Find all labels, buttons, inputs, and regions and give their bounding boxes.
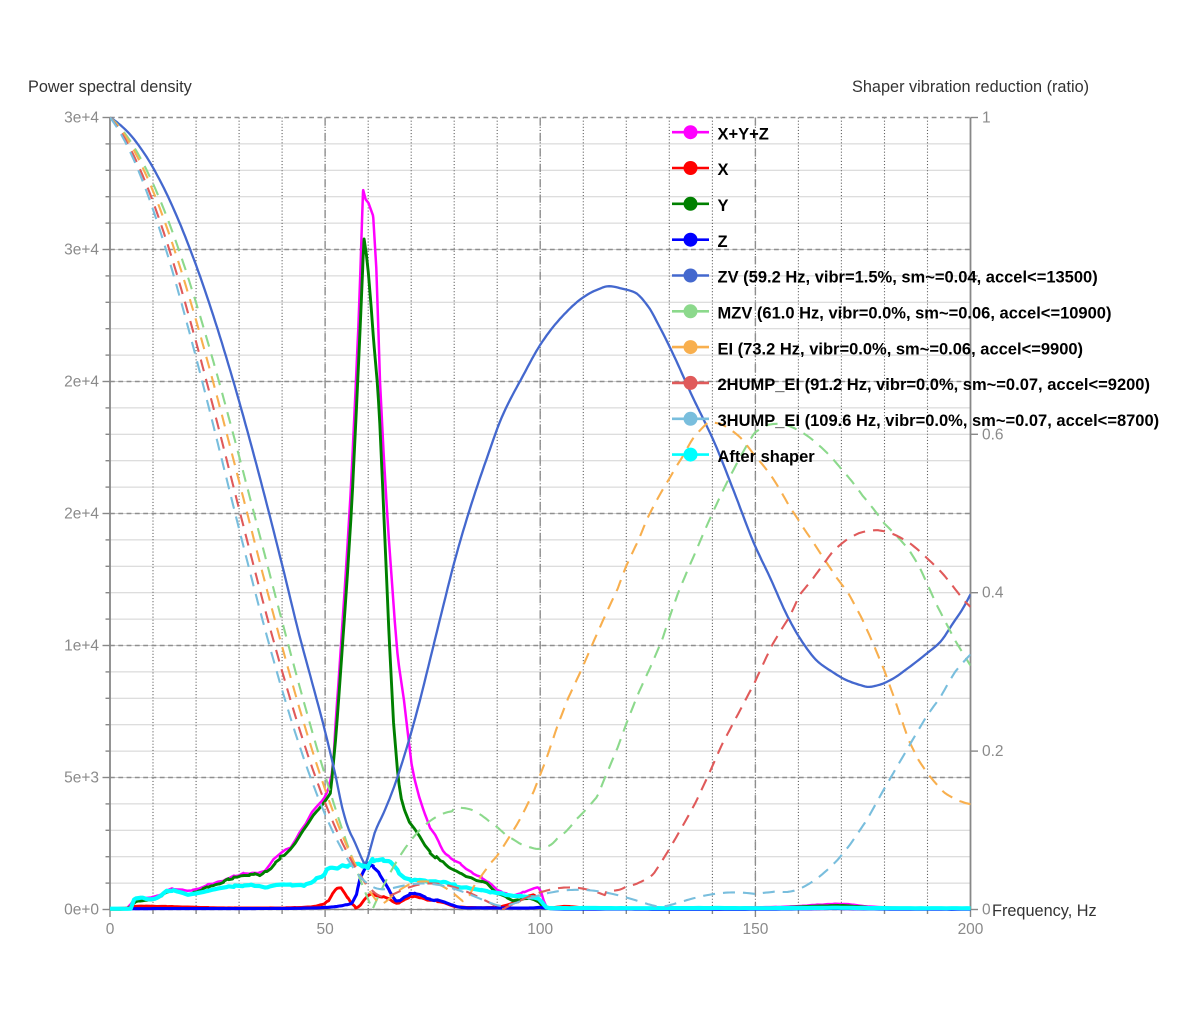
svg-text:3HUMP_EI (109.6 Hz, vibr=0.0%,: 3HUMP_EI (109.6 Hz, vibr=0.0%, sm~=0.07,…	[718, 412, 1160, 430]
svg-text:1: 1	[982, 110, 991, 127]
svg-text:200: 200	[958, 921, 984, 938]
svg-text:0: 0	[106, 921, 115, 938]
svg-text:3e+4: 3e+4	[64, 242, 99, 259]
svg-text:0.4: 0.4	[982, 585, 1004, 602]
svg-text:0: 0	[982, 902, 991, 919]
svg-text:ZV (59.2 Hz, vibr=1.5%, sm~=0.: ZV (59.2 Hz, vibr=1.5%, sm~=0.04, accel<…	[718, 269, 1098, 287]
svg-text:0e+0: 0e+0	[64, 902, 99, 919]
svg-text:2HUMP_EI (91.2 Hz, vibr=0.0%,: 2HUMP_EI (91.2 Hz, vibr=0.0%, sm~=0.07, …	[718, 376, 1150, 394]
svg-text:50: 50	[316, 921, 334, 938]
svg-text:5e+3: 5e+3	[64, 770, 99, 787]
svg-text:EI (73.2 Hz, vibr=0.0%, sm~=0.: EI (73.2 Hz, vibr=0.0%, sm~=0.06, accel<…	[718, 340, 1084, 358]
svg-text:2e+4: 2e+4	[64, 374, 99, 391]
svg-text:0.6: 0.6	[982, 426, 1004, 443]
svg-text:MZV (61.0 Hz, vibr=0.0%, sm~=0: MZV (61.0 Hz, vibr=0.0%, sm~=0.06, accel…	[718, 305, 1112, 323]
svg-text:100: 100	[527, 921, 553, 938]
svg-text:150: 150	[742, 921, 768, 938]
svg-text:0.2: 0.2	[982, 743, 1004, 760]
svg-text:X+Y+Z: X+Y+Z	[718, 125, 769, 143]
svg-text:Frequency, Hz: Frequency, Hz	[992, 902, 1097, 920]
svg-text:Y: Y	[718, 197, 729, 215]
svg-text:Shaper vibration reduction (ra: Shaper vibration reduction (ratio)	[852, 78, 1089, 96]
svg-text:Power spectral density: Power spectral density	[28, 78, 193, 96]
svg-text:1e+4: 1e+4	[64, 638, 99, 655]
svg-text:3e+4: 3e+4	[64, 110, 99, 127]
svg-text:After shaper: After shaper	[718, 448, 816, 466]
svg-text:2e+4: 2e+4	[64, 506, 99, 523]
svg-text:Z: Z	[718, 233, 728, 251]
svg-text:X: X	[718, 161, 729, 179]
